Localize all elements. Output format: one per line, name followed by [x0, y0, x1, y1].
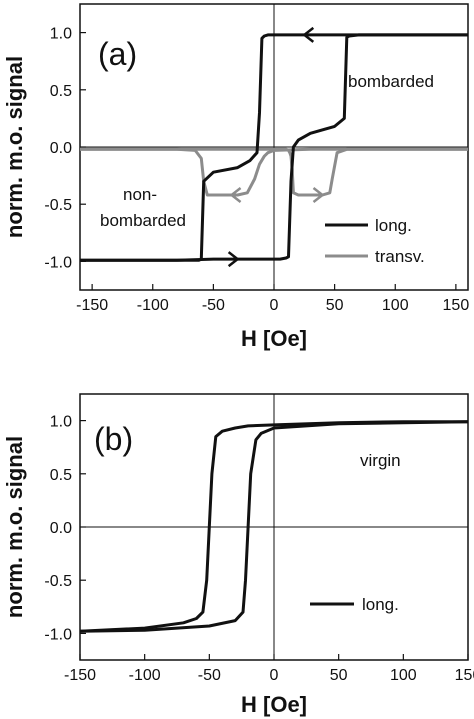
legend-label-long-b: long. [362, 595, 399, 614]
legend-a: long. transv. [325, 216, 425, 266]
x-tick-label: 150 [455, 667, 474, 684]
y-tick-label: 0.0 [50, 140, 72, 157]
panel-a: -150 -100 -50 0 50 100 150 1.0 0.5 0.0 -0.5 -1.0 (a… [2, 3, 469, 351]
x-tick-label: 100 [382, 297, 409, 314]
series-line-long-b [79, 420, 469, 633]
y-tick-label: 0.5 [50, 467, 72, 484]
x-tick-label: 150 [443, 297, 470, 314]
arrows-a [227, 26, 325, 268]
direction-arrow-icon [227, 251, 240, 268]
panel-label-a: (a) [98, 36, 137, 72]
direction-arrow-icon [302, 26, 315, 43]
annotation-bombarded: bombarded [348, 72, 434, 91]
x-axis-title-b: H [Oe] [241, 692, 307, 717]
annotation-virgin: virgin [360, 451, 401, 470]
x-tick-label: -150 [76, 297, 108, 314]
series-line-long-a [80, 33, 468, 262]
panel-label-b: (b) [94, 421, 133, 457]
x-axis-title-a: H [Oe] [241, 326, 307, 351]
panel-b: -150 -100 -50 0 50 100 150 1.0 0.5 0.0 -0.5 -1.0 (b… [2, 393, 474, 717]
x-tick-label: -50 [202, 297, 225, 314]
y-tick-label: 1.0 [50, 414, 72, 431]
y-tick-label: 1.0 [50, 26, 72, 43]
y-tick-label: -1.0 [44, 254, 72, 271]
annotation-nonbombarded: bombarded [100, 211, 186, 230]
direction-arrow-icon [312, 187, 325, 204]
x-tick-label: -100 [137, 297, 169, 314]
x-tick-label: 0 [270, 667, 279, 684]
direction-arrow-icon [229, 187, 242, 204]
annotation-non: non- [123, 185, 157, 204]
legend-b: long. [310, 595, 399, 614]
x-tick-label: -100 [129, 667, 161, 684]
legend-label-transv-a: transv. [375, 247, 425, 266]
ticks-b: -150 -100 -50 0 50 100 150 1.0 0.5 0.0 -0.5 -1.0 [44, 414, 474, 684]
y-tick-label: 0.5 [50, 83, 72, 100]
y-tick-label: -0.5 [44, 573, 72, 590]
y-tick-label: -1.0 [44, 626, 72, 643]
ticks-a: -150 -100 -50 0 50 100 150 1.0 0.5 0.0 -0.5 -1.0 [44, 26, 469, 314]
x-tick-label: 50 [330, 667, 348, 684]
x-tick-label: -50 [198, 667, 221, 684]
y-tick-label: -0.5 [44, 197, 72, 214]
gridlines-a [80, 4, 468, 290]
x-tick-label: 0 [270, 297, 279, 314]
y-axis-title-b: norm. m.o. signal [2, 436, 27, 618]
series-line-transv-a [80, 147, 468, 197]
x-tick-label: -150 [64, 667, 96, 684]
y-axis-title-a: norm. m.o. signal [2, 56, 27, 238]
y-tick-label: 0.0 [50, 520, 72, 537]
legend-label-long-a: long. [375, 216, 412, 235]
series-group-b [79, 420, 469, 633]
series-group-a [80, 33, 468, 262]
series-line-long-b [79, 420, 468, 633]
gridlines-b [80, 394, 468, 660]
x-tick-label: 50 [326, 297, 344, 314]
x-tick-label: 100 [390, 667, 417, 684]
